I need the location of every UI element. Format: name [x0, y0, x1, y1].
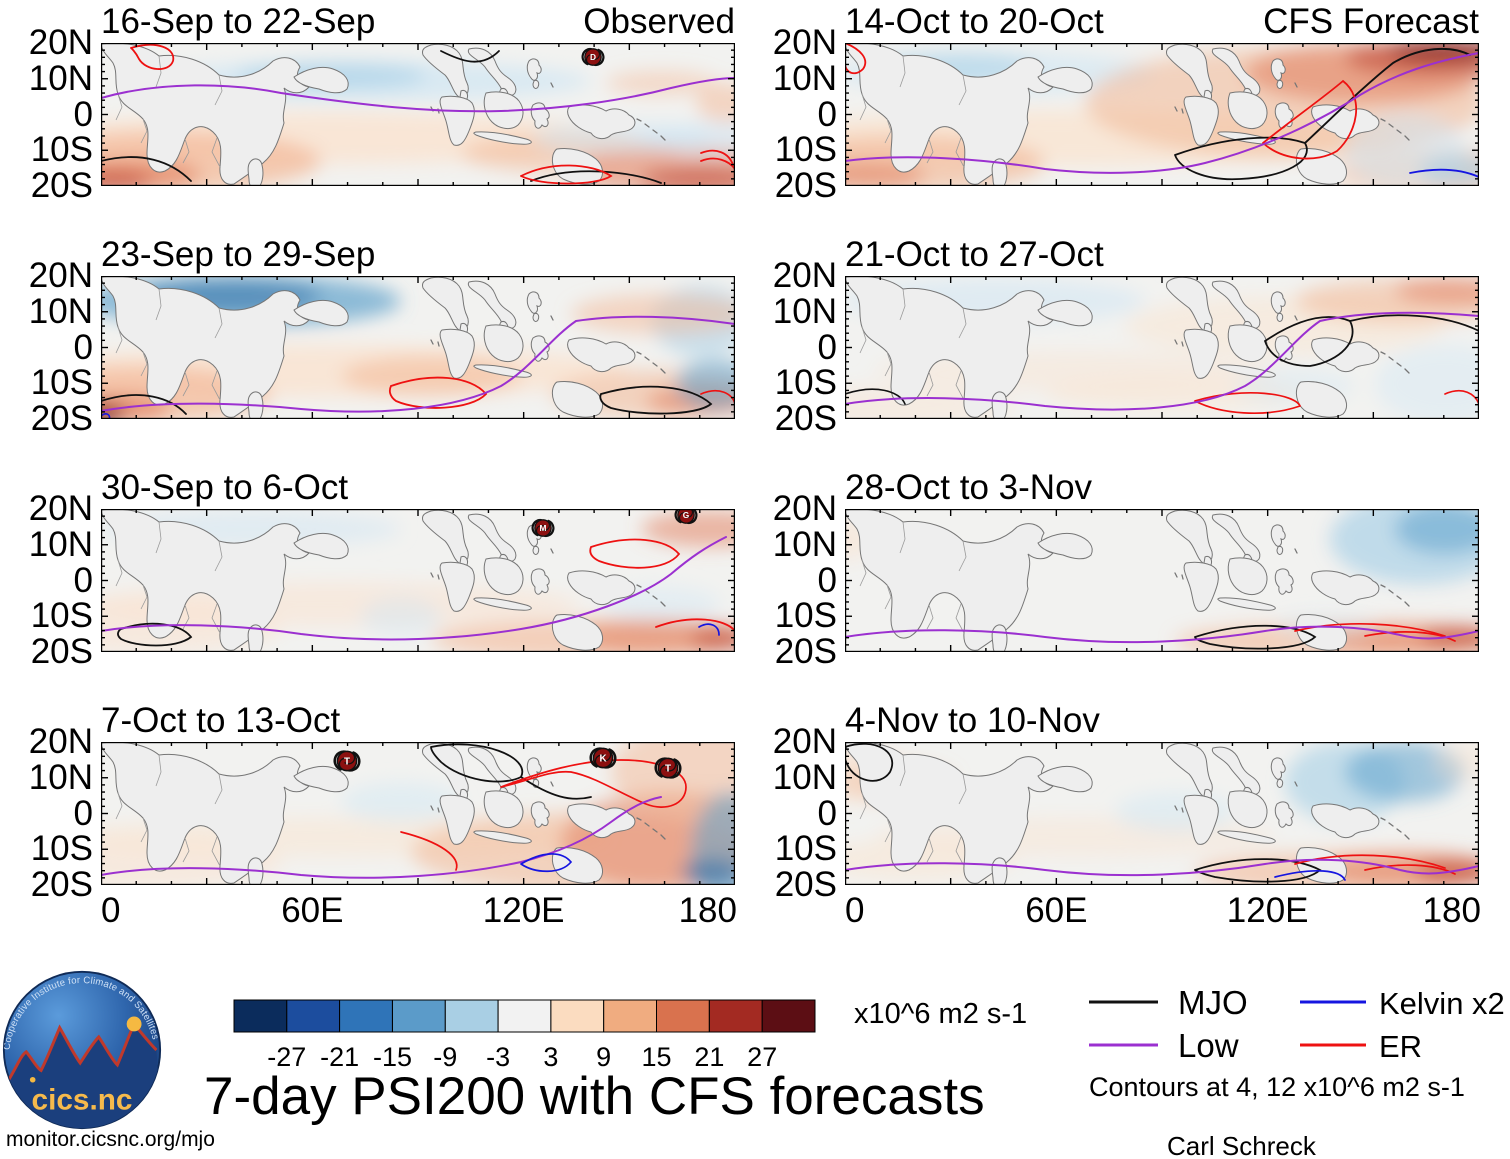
svg-text:G: G: [683, 510, 689, 520]
svg-text:T: T: [344, 756, 350, 767]
svg-text:cics.nc: cics.nc: [32, 1084, 133, 1117]
svg-text:D: D: [590, 52, 596, 62]
svg-text:T: T: [665, 763, 671, 774]
svg-text:K: K: [599, 753, 606, 764]
svg-text:M: M: [540, 523, 547, 533]
